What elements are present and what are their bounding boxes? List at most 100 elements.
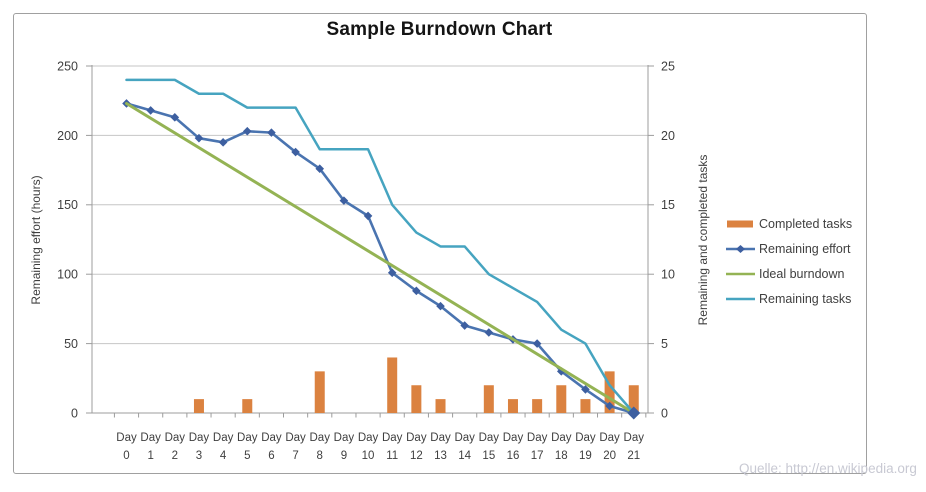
diamond-marker <box>605 401 614 411</box>
x-axis-label-day: 11 <box>386 450 398 462</box>
diamond-marker <box>315 164 325 174</box>
x-axis-label-day: 2 <box>172 450 178 462</box>
x-axis-label-day: 20 <box>603 450 616 462</box>
x-axis-label-prefix: Day <box>406 432 427 444</box>
x-axis-label-prefix: Day <box>479 432 500 444</box>
legend-item-remaining-tasks: Remaining tasks <box>726 286 852 311</box>
legend-item-remaining-effort: Remaining effort <box>726 236 852 261</box>
x-axis-label-day: 21 <box>627 450 640 462</box>
diamond-marker <box>532 339 542 348</box>
x-axis-label-prefix: Day <box>358 432 379 444</box>
x-axis-label-prefix: Day <box>213 432 234 444</box>
bar-completed-tasks <box>193 399 204 413</box>
diamond-marker <box>339 196 349 205</box>
left-axis-title: Remaining effort (hours) <box>29 175 43 305</box>
diamond-marker <box>460 321 469 330</box>
source-note: Quelle: http://en.wikipedia.org <box>739 461 917 476</box>
bar-completed-tasks <box>314 371 325 413</box>
x-axis-label-day: 13 <box>434 450 447 462</box>
x-axis-label-day: 3 <box>196 450 202 462</box>
x-axis-label-day: 8 <box>317 450 323 462</box>
chart-outer-frame <box>13 13 867 474</box>
bar-completed-tasks <box>387 357 398 413</box>
legend-swatch <box>726 297 755 300</box>
x-axis-label-prefix: Day <box>624 432 645 444</box>
x-axis-label-day: 6 <box>268 450 274 462</box>
x-axis-label-prefix: Day <box>116 432 137 444</box>
bars-completed-tasks <box>193 357 639 413</box>
diamond-marker <box>242 126 252 136</box>
bar-completed-tasks <box>580 399 591 413</box>
left-axis-tick-label: 150 <box>57 198 78 212</box>
x-axis-label-prefix: Day <box>527 432 548 444</box>
line-ideal-burndown <box>125 101 636 415</box>
bar-completed-tasks <box>242 399 253 413</box>
left-axis-tick-label: 250 <box>57 59 78 73</box>
x-axis-label-prefix: Day <box>599 432 620 444</box>
x-axis-label-prefix: Day <box>237 432 258 444</box>
axes <box>86 65 654 418</box>
x-axis-label-day: 12 <box>410 450 423 462</box>
diamond-marker <box>484 328 494 337</box>
x-axis-label-prefix: Day <box>165 432 186 444</box>
x-axis-label-prefix: Day <box>261 432 282 444</box>
x-axis-label-prefix: Day <box>140 432 161 444</box>
right-axis-tick-label: 25 <box>661 59 675 73</box>
x-axis-label-day: 17 <box>531 450 544 462</box>
markers-remaining-effort <box>122 99 614 411</box>
legend-label: Completed tasks <box>759 216 853 231</box>
bar-completed-tasks <box>628 385 639 413</box>
bar-completed-tasks <box>411 385 422 413</box>
x-axis-label-prefix: Day <box>575 432 596 444</box>
line-remaining-effort <box>125 102 636 415</box>
x-axis-label-prefix: Day <box>382 432 403 444</box>
bar-completed-tasks <box>507 399 518 413</box>
right-axis-tick-label: 0 <box>661 406 668 420</box>
x-axis-label-day: 0 <box>123 450 129 462</box>
right-axis-tick-label: 10 <box>661 268 675 282</box>
x-axis-label-day: 9 <box>341 450 347 462</box>
left-axis-tick-label: 0 <box>71 406 78 420</box>
x-axis-label-prefix: Day <box>551 432 572 444</box>
bar-completed-tasks <box>532 399 543 413</box>
diamond-marker <box>291 147 300 157</box>
legend-swatch <box>726 272 755 275</box>
chart-legend: Completed tasks Remaining effort Ideal bur… <box>726 211 852 311</box>
x-axis-label-day: 19 <box>579 450 592 462</box>
diamond-marker <box>194 133 204 143</box>
bar-completed-tasks <box>483 385 494 413</box>
x-axis-label-prefix: Day <box>189 432 210 444</box>
x-axis-label-prefix: Day <box>310 432 331 444</box>
legend-swatch <box>727 220 753 227</box>
diamond-marker <box>267 128 276 137</box>
diamond-marker <box>581 385 590 394</box>
legend-label: Remaining effort <box>759 241 851 256</box>
bar-completed-tasks <box>435 399 446 413</box>
x-axis-label-day: 14 <box>458 450 471 462</box>
legend-label: Remaining tasks <box>759 291 852 306</box>
diamond-marker <box>363 211 373 221</box>
right-axis-tick-label: 15 <box>661 198 675 212</box>
axis-tick-labels: 0 50 100 150 200 250 0 5 10 15 20 25 Day 0 Day 1 Day 2 Day… <box>57 59 675 462</box>
gridlines <box>92 65 648 345</box>
left-axis-tick-label: 50 <box>64 337 78 351</box>
bar-completed-tasks <box>556 385 567 413</box>
x-axis-label-prefix: Day <box>430 432 451 444</box>
legend-item-ideal-burndown: Ideal burndown <box>726 261 852 286</box>
diamond-marker <box>412 286 421 296</box>
right-axis-title: Remaining and completed tasks <box>696 154 710 326</box>
left-axis-tick-label: 100 <box>57 268 78 282</box>
x-axis-label-day: 10 <box>362 450 375 462</box>
x-axis-label-prefix: Day <box>454 432 475 444</box>
legend-item-completed-tasks: Completed tasks <box>726 211 852 236</box>
diamond-marker <box>436 301 445 311</box>
x-axis-label-prefix: Day <box>503 432 524 444</box>
left-axis-tick-label: 200 <box>57 129 78 143</box>
right-axis-tick-label: 20 <box>661 129 675 143</box>
diamond-marker <box>146 106 155 115</box>
x-axis-label-day: 15 <box>482 450 495 462</box>
x-axis-label-day: 18 <box>555 450 568 462</box>
bar-completed-tasks <box>604 371 615 413</box>
diamond-marker <box>387 268 397 278</box>
